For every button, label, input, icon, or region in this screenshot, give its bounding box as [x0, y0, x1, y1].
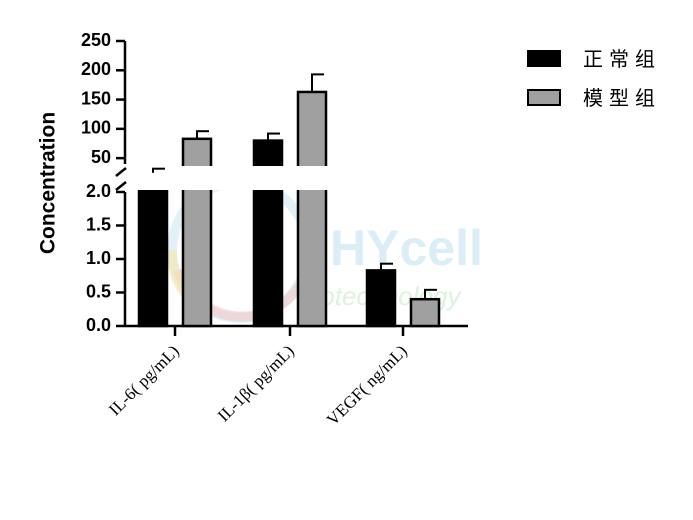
bar-1-0: [137, 171, 169, 328]
y-lower-tick-label-0: 0.0: [86, 315, 111, 335]
error-bars: [152, 73, 437, 300]
y-lower-tick-label-3: 1.5: [86, 214, 111, 234]
y-upper-tick-label-4: 250: [81, 30, 111, 50]
y-ticks-lower: 0.0 0.5 1.0 1.5 2.0: [86, 181, 125, 335]
bar-2-2: [409, 297, 441, 328]
legend: 正常组 模型组: [527, 47, 661, 110]
x-ticks: IL-6( pg/mL) IL-1β( pg/mL) VEGF( ng/mL): [105, 326, 411, 429]
y-axis-label: Concentration: [37, 112, 60, 254]
y-upper-tick-label-1: 100: [81, 118, 111, 138]
x-tick-label-2: VEGF( ng/mL): [323, 341, 411, 429]
axis-break-gap: [127, 166, 467, 190]
y-ticks-upper: 50 100 150 200 250: [81, 30, 125, 167]
bar-2-1: [296, 90, 328, 328]
y-upper-tick-label-2: 150: [81, 88, 111, 108]
break-gap: [127, 166, 467, 190]
legend-label-series-2: 模型组: [583, 86, 661, 110]
axis-break-marks: [115, 167, 127, 191]
watermark: HYcell biotechnology: [166, 177, 483, 323]
legend-swatch-series-2: [527, 89, 561, 106]
bar-1-2: [365, 269, 397, 328]
y-lower-tick-label-4: 2.0: [86, 181, 111, 201]
legend-label-series-1: 正常组: [583, 47, 661, 71]
x-tick-label-0: IL-6( pg/mL): [105, 341, 183, 419]
x-tick-label-1: IL-1β( pg/mL): [214, 341, 298, 425]
y-lower-tick-label-1: 0.5: [86, 281, 111, 301]
legend-swatch-series-1: [527, 50, 561, 67]
y-lower-tick-label-2: 1.0: [86, 248, 111, 268]
y-upper-tick-label-3: 200: [81, 59, 111, 79]
watermark-text: HYcell: [330, 220, 483, 276]
y-upper-tick-label-0: 50: [91, 147, 111, 167]
